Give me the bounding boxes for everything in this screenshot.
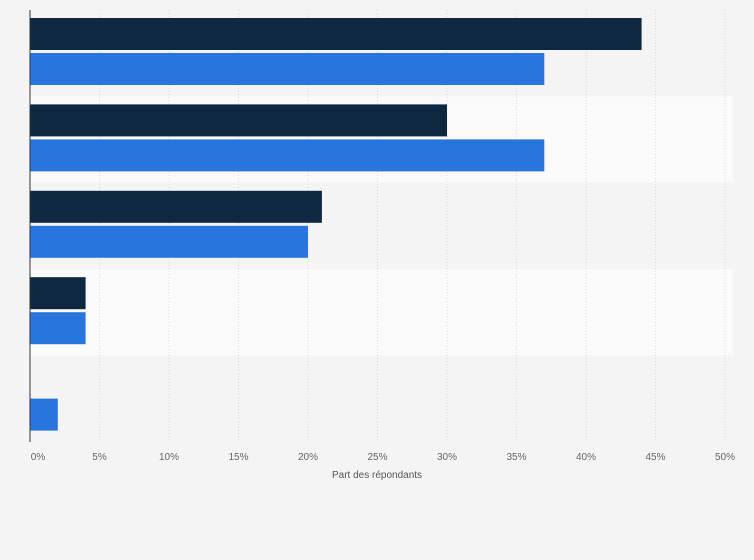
bars [30,18,642,431]
bar [30,277,86,310]
bar [30,225,308,258]
x-tick-label: 30% [437,452,457,463]
x-tick-label: 25% [367,452,387,463]
x-tick-label: 5% [92,452,107,463]
bar [30,398,58,431]
bar [30,139,545,172]
x-tick-label: 35% [506,452,526,463]
category-band [30,355,733,442]
x-tick-label: 15% [228,452,248,463]
x-tick-label: 10% [159,452,179,463]
x-tick-label: 20% [298,452,318,463]
bar [30,104,447,137]
bar [30,18,642,50]
bar [30,190,322,223]
x-axis-title: Part des répondants [332,470,422,481]
x-axis-ticks: 0% 5% 10% 15% 20% 25% 30% 35% 40% 45% 50% [31,452,735,463]
x-tick-label: 45% [645,452,665,463]
category-band [30,269,733,356]
bar [30,53,545,85]
x-tick-label: 50% [715,452,735,463]
x-tick-label: 40% [576,452,596,463]
bar [30,312,86,345]
x-tick-label: 0% [31,452,46,463]
